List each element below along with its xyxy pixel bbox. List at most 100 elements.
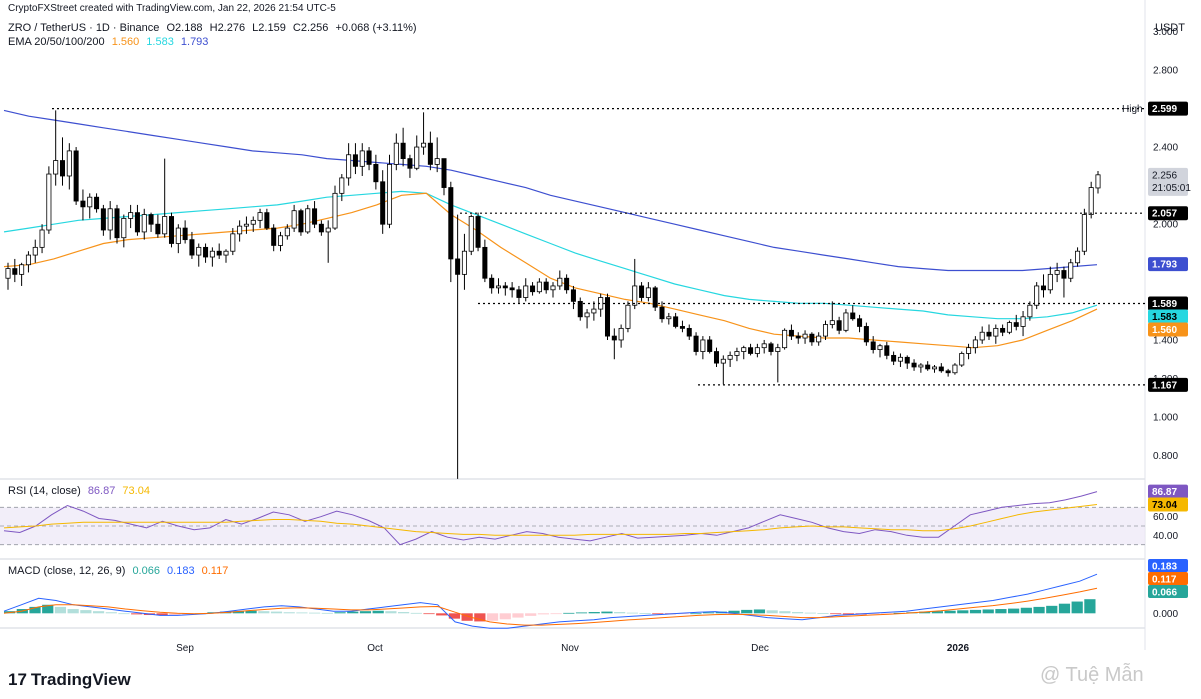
candle-body xyxy=(312,208,318,225)
candle-body xyxy=(19,264,25,275)
candle-body xyxy=(332,192,338,229)
candle-body xyxy=(911,362,917,368)
candle-body xyxy=(482,246,488,279)
candle-body xyxy=(584,312,590,318)
rsi-value: 86.87 xyxy=(87,485,116,497)
candle-body xyxy=(1047,273,1053,291)
macd-value-tag-label: 0.183 xyxy=(1152,562,1177,573)
candle-body xyxy=(5,268,11,279)
macd-histogram-bar xyxy=(309,612,321,614)
price-axis: 0.8001.0001.2001.4001.6001.8002.0002.200… xyxy=(1122,27,1191,620)
candle-body xyxy=(986,331,992,337)
macd-histogram-bar xyxy=(474,613,486,622)
candle-body xyxy=(189,239,195,256)
tradingview-logo-text: TradingView xyxy=(30,670,131,689)
macd-histogram-bar xyxy=(1046,605,1058,614)
candle-body xyxy=(203,246,209,258)
macd-histogram-bar xyxy=(67,609,79,614)
candle-body xyxy=(741,347,747,352)
candle-body xyxy=(1081,214,1087,252)
macd-histogram-bar xyxy=(131,613,143,615)
candle-body xyxy=(509,287,515,291)
candle-body xyxy=(257,212,263,221)
candle-body xyxy=(468,216,474,252)
candle-body xyxy=(427,142,433,165)
candle-body xyxy=(495,285,502,289)
candle-body xyxy=(802,333,808,339)
candle-body xyxy=(455,258,461,275)
ema200-value: 1.793 xyxy=(180,36,209,48)
ema-value-tag-label: 1.793 xyxy=(1152,260,1177,271)
candle-body xyxy=(952,364,958,374)
candle-body xyxy=(168,216,175,244)
candle-body xyxy=(175,227,181,244)
symbol-title[interactable]: ZRO / TetherUS · 1D · Binance xyxy=(8,22,160,34)
macd-legend[interactable]: MACD (close, 12, 26, 9) 0.066 0.183 0.11… xyxy=(8,565,232,577)
macd-histogram-bar xyxy=(296,612,308,614)
macd-histogram-bar xyxy=(42,604,54,614)
candle-body xyxy=(782,329,788,349)
ema-legend[interactable]: EMA 20/50/100/200 1.560 1.583 1.793 xyxy=(8,36,212,48)
grid-layer xyxy=(0,0,1146,650)
macd-histogram-bar xyxy=(80,610,92,614)
candle-body xyxy=(162,216,168,235)
macd-histogram-bar xyxy=(372,610,384,614)
signal-line xyxy=(3,587,1098,626)
currency-label[interactable]: USDT xyxy=(1155,22,1185,34)
candle-body xyxy=(366,150,372,165)
macd-histogram-bar xyxy=(1084,599,1096,614)
candle-body xyxy=(809,333,815,343)
candle-body xyxy=(679,326,685,329)
rsi-legend[interactable]: RSI (14, close) 86.87 73.04 xyxy=(8,485,154,497)
macd-histogram-bar xyxy=(118,613,130,615)
candle-body xyxy=(1040,285,1047,291)
candle-body xyxy=(884,345,890,356)
time-tick-label: 2026 xyxy=(947,643,970,654)
macd-histogram-bar xyxy=(232,611,244,614)
ema20-line xyxy=(3,192,1098,349)
candle-body xyxy=(87,196,93,208)
candle-body xyxy=(659,306,665,320)
level-tag-label: 1.167 xyxy=(1152,380,1177,391)
candle-body xyxy=(1095,174,1101,189)
candle-body xyxy=(720,358,726,364)
candle-body xyxy=(557,277,563,287)
close-value: C2.256 xyxy=(292,22,329,34)
time-axis: Sep Oct Nov Dec 2026 xyxy=(176,643,969,654)
candle-body xyxy=(182,227,188,241)
open-value: O2.188 xyxy=(166,22,203,34)
candle-body xyxy=(979,331,985,341)
macd-histogram-bar xyxy=(575,612,588,614)
level-tag xyxy=(1148,296,1188,311)
candle-body xyxy=(291,210,297,229)
candle-body xyxy=(931,366,938,370)
candle-body xyxy=(414,146,420,169)
candle-body xyxy=(230,233,236,252)
candle-body xyxy=(318,223,324,233)
rsi-ma-tag xyxy=(1148,497,1188,512)
macd-histogram-bar xyxy=(588,612,600,614)
rsi-tick-label: 40.00 xyxy=(1153,531,1178,542)
macd-histogram-bar xyxy=(830,613,842,615)
candle-body xyxy=(114,208,120,239)
candle-body xyxy=(604,297,611,337)
candle-body xyxy=(134,212,140,233)
level-tag xyxy=(1148,377,1188,392)
level-layer xyxy=(52,108,1145,386)
candle-body xyxy=(754,347,760,354)
candle-body xyxy=(325,227,331,233)
candle-body xyxy=(346,154,352,179)
candle-body xyxy=(945,370,951,374)
tradingview-logo[interactable]: 17 TradingView xyxy=(8,670,131,690)
candle-body xyxy=(530,285,536,293)
macd-histogram-bar xyxy=(1020,607,1032,614)
macd-histogram-bar xyxy=(436,613,448,616)
candle-body xyxy=(925,364,931,370)
price-tick-label: 2.800 xyxy=(1153,65,1178,76)
macd-histogram-bar xyxy=(690,613,702,615)
candle-body xyxy=(59,160,66,177)
candle-body xyxy=(386,164,393,225)
tradingview-logo-icon: 17 xyxy=(8,670,27,689)
candle-body xyxy=(632,285,638,306)
